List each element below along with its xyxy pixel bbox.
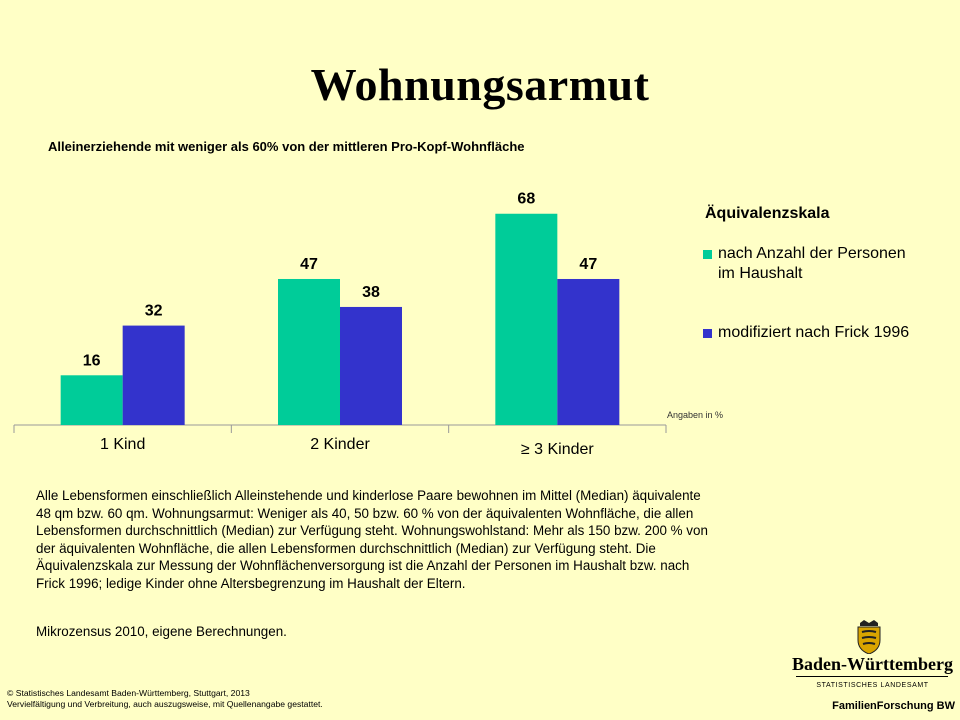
data-label: 47 (579, 256, 597, 273)
coat-of-arms-icon (857, 620, 881, 654)
bar (122, 325, 185, 425)
page-title: Wohnungsarmut (310, 59, 650, 110)
x-tick-label: 1 Kind (100, 436, 145, 453)
legend-label-persons-line2: im Haushalt (718, 265, 803, 282)
unit-note: Angaben in % (667, 410, 724, 420)
office-name: STATISTISCHES LANDESAMT (816, 682, 929, 689)
logo-divider (796, 676, 948, 677)
source-note: Mikrozensus 2010, eigene Berechnungen. (36, 624, 287, 639)
chart-subtitle: Alleinerziehende mit weniger als 60% von… (48, 139, 525, 154)
bar (60, 375, 123, 425)
copyright-note: © Statistisches Landesamt Baden-Württemb… (7, 688, 323, 710)
data-label: 47 (300, 256, 318, 273)
data-label: 68 (517, 191, 535, 208)
explanation-line: Lebensformen durchschnittlich (Median) z… (36, 523, 708, 538)
x-tick-label: ≥ 3 Kinder (521, 441, 594, 458)
legend-label-frick: modifiziert nach Frick 1996 (718, 324, 910, 341)
department-name: FamilienForschung BW (832, 700, 955, 712)
bar (495, 213, 558, 425)
x-tick-label: 2 Kinder (310, 436, 370, 453)
explanation-line: 48 qm bzw. 60 qm. Wohnungsarmut: Weniger… (36, 505, 694, 521)
data-label: 38 (362, 284, 380, 301)
bar (278, 278, 340, 425)
legend-swatch-green (703, 250, 712, 259)
copyright-line: Vervielfältigung und Verbreitung, auch a… (7, 699, 323, 709)
legend-title: Äquivalenzskala (705, 205, 830, 222)
legend-label-persons: nach Anzahl der Personen im Haushalt (718, 244, 906, 284)
publisher-logo: Baden-Württemberg STATISTISCHES LANDESAM… (790, 618, 955, 716)
legend-swatch-blue (703, 329, 712, 338)
explanation-line: der äquivalenten Wohnfläche, die allen L… (36, 540, 656, 556)
explanation-line: Alle Lebensformen einschließlich Alleins… (36, 488, 701, 503)
explanation-line: Frick 1996; ledige Kinder ohne Altersbeg… (36, 575, 466, 591)
state-name: Baden-Württemberg (792, 654, 953, 674)
data-label: 32 (145, 303, 163, 320)
legend-label-persons-line1: nach Anzahl der Personen (718, 245, 906, 262)
explanation-line: Äquivalenzskala zur Messung der Wohnfläc… (36, 558, 690, 573)
explanation-text: Alle Lebensformen einschließlich Alleins… (36, 487, 856, 592)
bar (557, 278, 620, 425)
copyright-line: © Statistisches Landesamt Baden-Württemb… (7, 688, 250, 698)
data-label: 16 (83, 352, 101, 369)
bar (340, 306, 402, 425)
